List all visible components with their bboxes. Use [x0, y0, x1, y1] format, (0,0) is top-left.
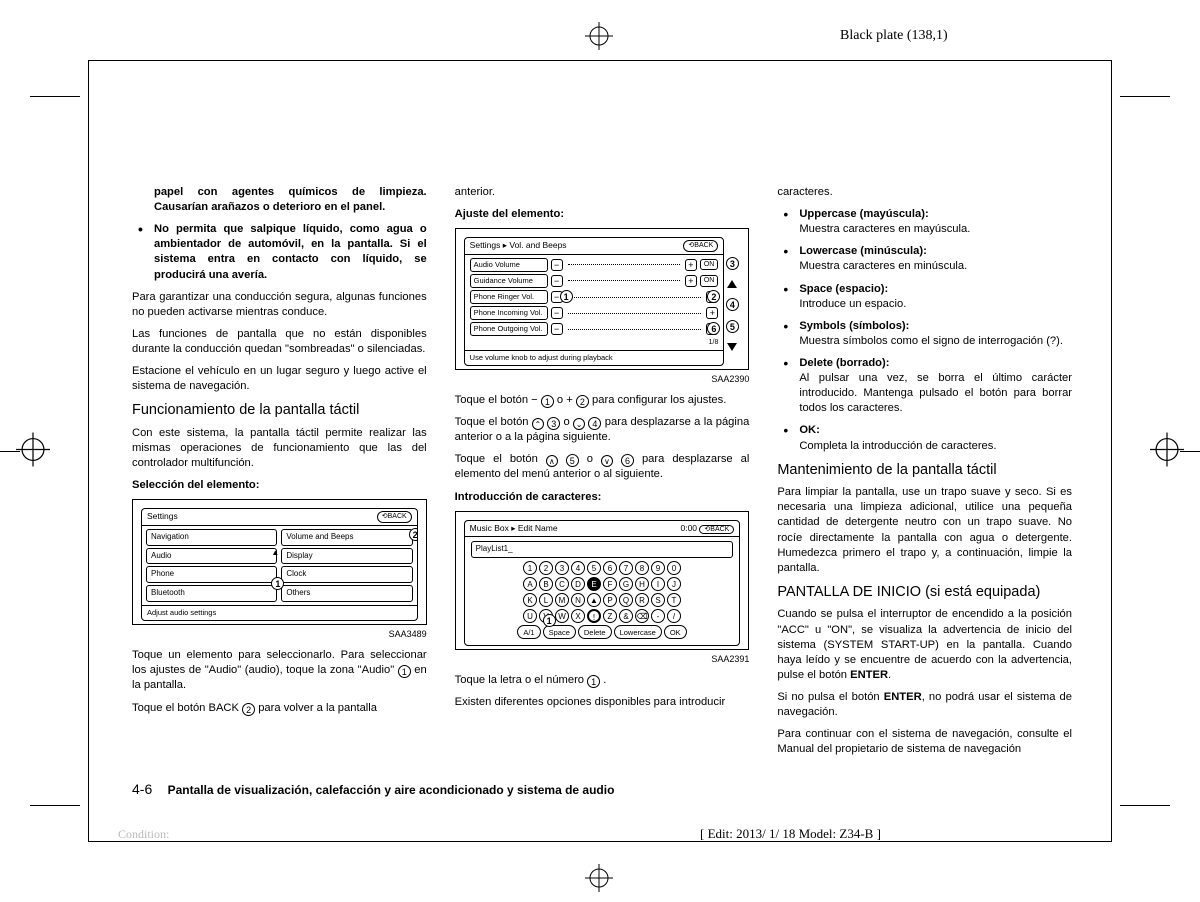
c2-p4: Toque la letra o el número 1 .: [455, 673, 750, 688]
illus1-label: SAA3489: [132, 628, 427, 640]
adj-head: Ajuste del elemento:: [455, 207, 750, 222]
section-title: Pantalla de visualización, calefacción y…: [168, 783, 615, 797]
c3-p4: Para continuar con el sistema de navegac…: [777, 727, 1072, 757]
c3-h1: Mantenimiento de la pantalla táctil: [777, 461, 1072, 481]
column-1: papel con agentes químicos de limpieza. …: [132, 185, 427, 764]
c2-p3: Toque el botón ∧ 5 o ∨ 6 para desplazars…: [455, 452, 750, 482]
illustration-2: Settings ▸ Vol. and Beeps ⟲BACK Audio Vo…: [455, 228, 750, 370]
c1-p1: Para garantizar una conducción segura, a…: [132, 290, 427, 320]
c3-h2: PANTALLA DE INICIO (si está equipada): [777, 583, 1072, 603]
content-columns: papel con agentes químicos de limpieza. …: [132, 185, 1072, 764]
page-footer: 4-6 Pantalla de visualización, calefacci…: [132, 781, 1072, 797]
edit-note: [ Edit: 2013/ 1/ 18 Model: Z34-B ]: [700, 826, 881, 842]
c3-p1: Para limpiar la pantalla, use un trapo s…: [777, 485, 1072, 576]
fold-left: [16, 433, 50, 470]
c1-p3: Estacione el vehículo en un lugar seguro…: [132, 364, 427, 394]
c3-p2: Cuando se pulsa el interruptor de encend…: [777, 607, 1072, 683]
fold-right: [1150, 433, 1184, 470]
c1-h1: Funcionamiento de la pantalla táctil: [132, 401, 427, 421]
c2-p5: Existen diferentes opciones disponibles …: [455, 695, 750, 710]
screen1-title: Settings: [147, 511, 178, 522]
c3-p0: caracteres.: [777, 185, 1072, 200]
reg-bot: [585, 864, 613, 892]
sel-head: Selección del elemento:: [132, 478, 427, 493]
illus2-label: SAA2390: [455, 373, 750, 385]
condition-label: Condition:: [118, 827, 169, 842]
illustration-1: Settings ⟲BACK Navigation Audio ▲ Phone …: [132, 499, 427, 625]
column-2: anterior. Ajuste del elemento: Settings …: [455, 185, 750, 764]
page-number: 4-6: [132, 781, 152, 797]
warn-line1: papel con agentes químicos de limpieza. …: [132, 185, 427, 215]
column-3: caracteres. Uppercase (mayúscula):Muestr…: [777, 185, 1072, 764]
back-pill: ⟲BACK: [377, 511, 412, 522]
c2-p2: Toque el botón ⌃ 3 o ⌄ 4 para desplazars…: [455, 415, 750, 445]
c1-p5: Toque un elemento para seleccionarlo. Pa…: [132, 648, 427, 693]
intro-head: Introducción de caracteres:: [455, 490, 750, 505]
c2-p0: anterior.: [455, 185, 750, 200]
warn-line2: No permita que salpique líquido, como ag…: [132, 222, 427, 282]
c3-p3: Si no pulsa el botón ENTER, no podrá usa…: [777, 690, 1072, 720]
screen2-title: Settings ▸ Vol. and Beeps: [470, 240, 567, 251]
c1-p4: Con este sistema, la pantalla táctil per…: [132, 426, 427, 471]
c2-p1: Toque el botón − 1 o + 2 para configurar…: [455, 393, 750, 408]
plate-label: Black plate (138,1): [840, 28, 948, 44]
reg-top: [585, 22, 613, 50]
illustration-3: Music Box ▸ Edit Name 0:00 ⟲BACK PlayLis…: [455, 511, 750, 650]
illus3-label: SAA2391: [455, 653, 750, 665]
c1-p6: Toque el botón BACK 2 para volver a la p…: [132, 701, 427, 716]
c1-p2: Las funciones de pantalla que no están d…: [132, 327, 427, 357]
